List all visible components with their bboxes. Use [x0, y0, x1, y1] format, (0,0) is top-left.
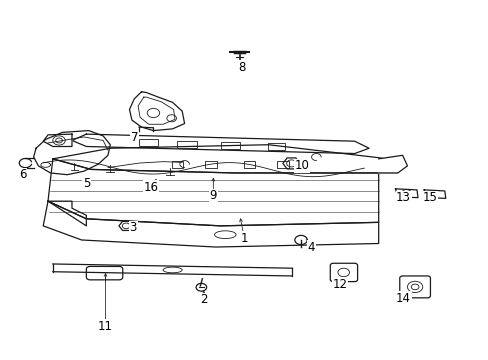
- Text: 16: 16: [143, 181, 158, 194]
- Polygon shape: [424, 190, 445, 198]
- Text: 10: 10: [294, 159, 309, 172]
- Text: 14: 14: [395, 292, 410, 305]
- Text: 11: 11: [98, 320, 113, 333]
- Polygon shape: [129, 92, 184, 131]
- Polygon shape: [48, 159, 378, 226]
- Polygon shape: [395, 189, 417, 198]
- Polygon shape: [43, 134, 72, 147]
- Polygon shape: [72, 134, 368, 154]
- Text: 12: 12: [332, 278, 347, 291]
- FancyBboxPatch shape: [399, 276, 429, 298]
- Polygon shape: [53, 145, 397, 173]
- Text: 9: 9: [209, 189, 217, 202]
- Text: 13: 13: [395, 191, 410, 204]
- Text: 7: 7: [130, 131, 138, 144]
- Text: 8: 8: [238, 60, 245, 73]
- Polygon shape: [378, 155, 407, 173]
- Text: 5: 5: [82, 177, 90, 190]
- Text: 6: 6: [20, 168, 27, 181]
- Polygon shape: [43, 201, 378, 247]
- Polygon shape: [34, 131, 110, 175]
- Text: 15: 15: [422, 191, 437, 204]
- Text: 1: 1: [240, 232, 248, 245]
- Text: 2: 2: [200, 293, 207, 306]
- FancyBboxPatch shape: [329, 263, 357, 282]
- Text: 3: 3: [129, 221, 137, 234]
- Text: 4: 4: [307, 240, 315, 253]
